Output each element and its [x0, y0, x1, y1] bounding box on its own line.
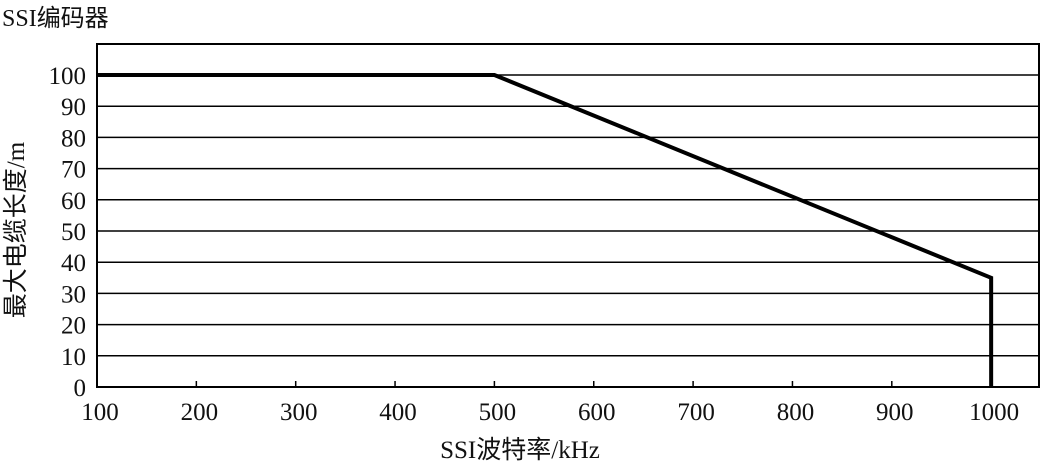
x-tick-label: 300: [280, 399, 318, 426]
y-tick-label: 30: [61, 281, 86, 308]
y-tick-label: 60: [61, 188, 86, 215]
x-tick-label: 800: [777, 399, 815, 426]
x-tick-label: 200: [181, 399, 219, 426]
y-tick-label: 50: [61, 219, 86, 246]
y-tick-label: 40: [61, 250, 86, 277]
x-tick-label: 700: [677, 399, 715, 426]
y-tick-label: 90: [61, 94, 86, 121]
y-tick-label: 80: [61, 125, 86, 152]
x-tick-label: 600: [578, 399, 616, 426]
y-tick-label: 0: [74, 375, 87, 402]
y-axis-label: 最大电缆长度/m: [2, 141, 30, 318]
x-tick-label: 900: [876, 399, 914, 426]
x-tick-label: 400: [379, 399, 417, 426]
y-tick-label: 70: [61, 157, 86, 184]
x-tick-label: 1000: [969, 399, 1019, 426]
y-tick-label: 20: [61, 313, 86, 340]
plot-frame: [96, 43, 1040, 388]
x-tick-label: 500: [479, 399, 517, 426]
y-tick-label: 100: [49, 63, 87, 90]
y-tick-label: 10: [61, 344, 86, 371]
chart-title: SSI编码器: [2, 5, 109, 32]
x-tick-label: 100: [81, 399, 119, 426]
series-line: [97, 73, 994, 387]
x-axis-label: SSI波特率/kHz: [440, 436, 600, 464]
